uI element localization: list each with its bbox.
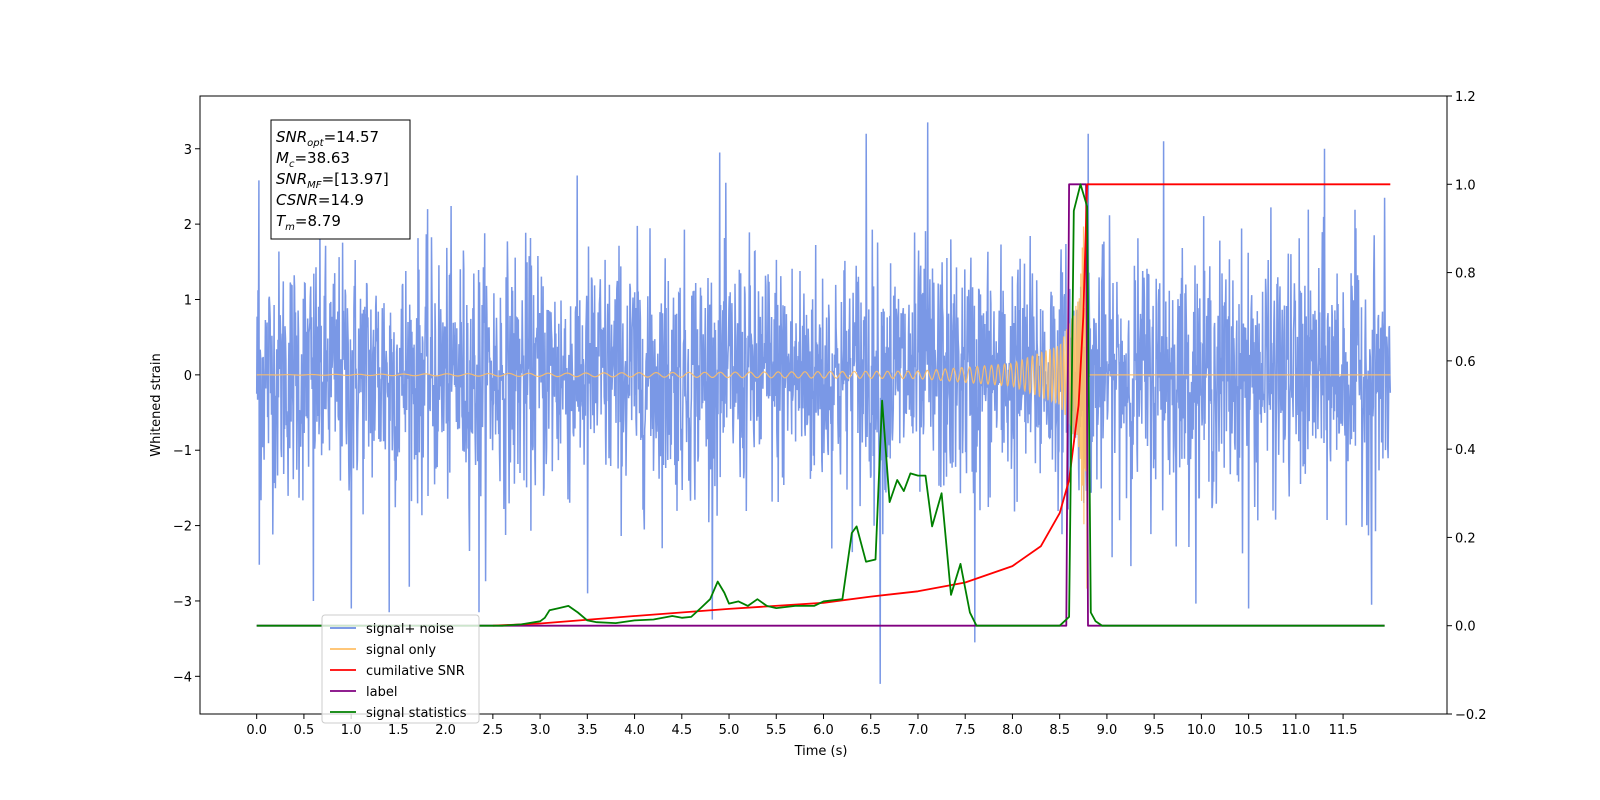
annotation-line: SNRMF=[13.97] [276, 170, 389, 191]
x-tick-label: 9.0 [1097, 723, 1118, 738]
annotation-frame [270, 119, 411, 240]
x-tick-label: 0.5 [294, 723, 315, 738]
y2-tick-label: 0.2 [1455, 531, 1476, 546]
x-tick-label: 10.0 [1187, 723, 1216, 738]
y-tick-label: 3 [184, 143, 192, 158]
y-tick-label: 1 [184, 293, 192, 308]
x-tick-label: 2.0 [435, 723, 456, 738]
y-axis-label: Whitened strain [149, 353, 164, 456]
x-tick-label: 8.5 [1049, 723, 1070, 738]
x-tick-label: 7.0 [908, 723, 929, 738]
x-tick-label: 11.5 [1329, 723, 1358, 738]
x-tick-label: 5.5 [766, 723, 787, 738]
series-cumulative-snr [492, 183, 1391, 627]
y2-tick-label: 1.2 [1455, 90, 1476, 105]
y2-tick-label: 0.0 [1455, 620, 1476, 635]
annotation-line: CSNR=14.9 [276, 191, 364, 209]
y2-tick-label: 1.0 [1455, 178, 1476, 193]
legend-label: signal statistics [366, 706, 467, 721]
y-tick-label: −1 [173, 444, 192, 459]
y-tick-label: −2 [173, 520, 192, 535]
x-tick-label: 6.0 [813, 723, 834, 738]
y-tick-label: −3 [173, 595, 192, 610]
annotation-line: Tm=8.79 [276, 212, 341, 233]
x-tick-label: 8.0 [1002, 723, 1023, 738]
x-tick-label: 4.0 [624, 723, 645, 738]
legend: signal+ noise signal only cumilative SNR la… [321, 614, 480, 724]
y-tick-label: 0 [184, 369, 192, 384]
series-signal-noise [255, 122, 1392, 684]
x-tick-label: 5.0 [719, 723, 740, 738]
y2-tick-label: −0.2 [1455, 708, 1487, 723]
x-tick-label: 11.0 [1281, 723, 1310, 738]
legend-frame [321, 614, 480, 724]
y2-tick-label: 0.6 [1455, 355, 1476, 370]
x-axis-label: Time (s) [794, 744, 848, 759]
x-tick-label: 4.5 [671, 723, 692, 738]
y-tick-label: 2 [184, 218, 192, 233]
x-tick-label: 6.5 [860, 723, 881, 738]
legend-label: signal+ noise [366, 622, 454, 637]
y-tick-label: −4 [173, 670, 192, 685]
legend-label: signal only [366, 643, 436, 658]
x-tick-label: 2.5 [483, 723, 504, 738]
x-tick-label: 7.5 [955, 723, 976, 738]
legend-label: cumilative SNR [366, 664, 465, 679]
x-tick-label: 0.0 [246, 723, 267, 738]
legend-label: label [366, 685, 397, 700]
x-tick-label: 10.5 [1234, 723, 1263, 738]
x-tick-label: 1.0 [341, 723, 362, 738]
x-tick-label: 3.0 [530, 723, 551, 738]
y2-tick-label: 0.8 [1455, 267, 1476, 282]
x-tick-label: 9.5 [1144, 723, 1165, 738]
annotation-line: SNRopt=14.57 [276, 128, 379, 149]
series-signal-statistics [256, 183, 1385, 627]
x-tick-label: 3.5 [577, 723, 598, 738]
y2-tick-label: 0.4 [1455, 443, 1476, 458]
annotation-box: SNRopt=14.57Mc=38.63SNRMF=[13.97]CSNR=14… [270, 119, 411, 240]
annotation-line: Mc=38.63 [276, 149, 350, 170]
series-signal-only [256, 206, 1391, 589]
x-tick-label: 1.5 [388, 723, 409, 738]
